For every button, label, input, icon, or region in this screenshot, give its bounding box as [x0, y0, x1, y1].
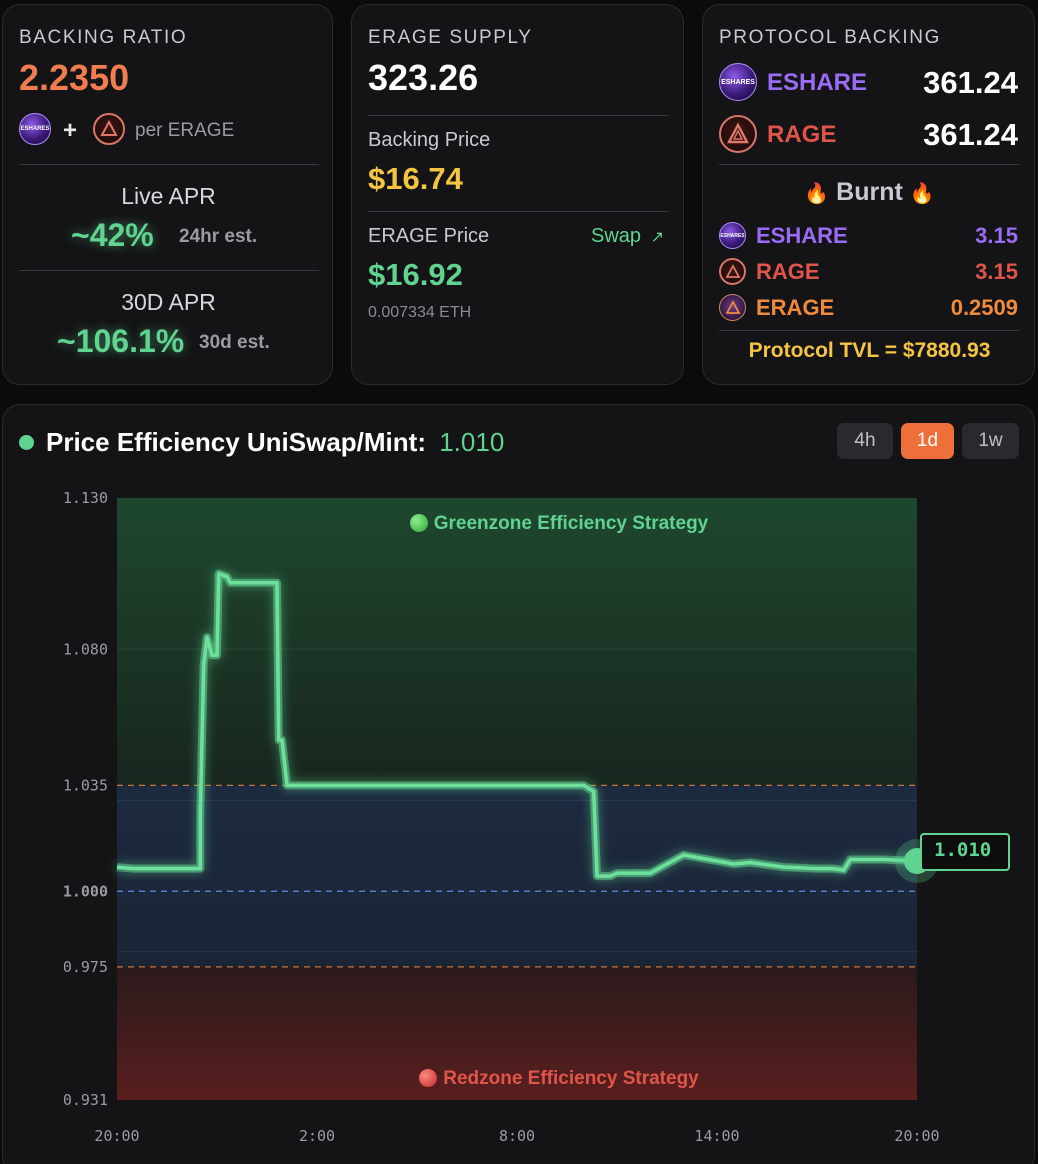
backing-price-label: Backing Price	[368, 129, 491, 151]
rage-icon	[719, 258, 746, 285]
backing-ratio-title: BACKING RATIO	[19, 27, 188, 48]
burnt-rage-amount: 3.15	[975, 259, 1018, 284]
holding-eshare-label: ESHARE	[767, 69, 868, 96]
erage-price-value: $16.92	[368, 257, 463, 292]
chart-title-value: 1.010	[439, 427, 505, 457]
plus-sign: +	[63, 117, 78, 144]
red-circle-icon	[419, 1069, 438, 1087]
erage-supply-value: 323.26	[368, 57, 479, 98]
redzone-label: Redzone Efficiency Strategy	[0, 1068, 1038, 1090]
protocol-tvl: Protocol TVL = $7880.93	[748, 339, 991, 362]
chart-title: Price Efficiency UniSwap/Mint: 1.010	[46, 427, 504, 458]
burnt-rage-label: RAGE	[756, 259, 820, 284]
status-dot-icon	[19, 435, 34, 450]
live-apr-value: ~42%	[71, 217, 154, 253]
timeframe-4h-button[interactable]: 4h	[837, 423, 893, 459]
burnt-erage-amount: 0.2509	[950, 295, 1018, 320]
holding-rage-label: RAGE	[767, 121, 837, 148]
erage-price-eth: 0.007334 ETH	[368, 304, 472, 321]
live-apr-title: Live APR	[121, 183, 216, 209]
holding-eshare-amount: 361.24	[923, 65, 1018, 100]
fire-icon: 🔥	[804, 183, 830, 205]
green-circle-icon	[409, 514, 428, 532]
burnt-heading: 🔥 Burnt 🔥	[703, 178, 1036, 207]
burnt-erage-label: ERAGE	[756, 295, 835, 320]
backing-ratio-value: 2.2350	[19, 57, 130, 98]
burnt-eshare-amount: 3.15	[975, 223, 1018, 248]
arrow-up-right-icon: ↗	[650, 229, 664, 246]
timeframe-1d-button[interactable]: 1d	[901, 423, 954, 459]
eshare-icon: ESHARES	[719, 63, 757, 101]
live-apr-note: 24hr est.	[179, 226, 258, 247]
apr30-note: 30d est.	[199, 332, 270, 353]
erage-supply-card: ERAGE SUPPLY 323.26 Backing Price $16.74…	[351, 4, 684, 385]
protocol-backing-title: PROTOCOL BACKING	[719, 27, 941, 48]
eshare-icon: ESHARES	[719, 222, 746, 249]
eshare-icon: ESHARES	[19, 113, 51, 145]
protocol-backing-card: PROTOCOL BACKING ESHARES ESHARE 361.24 R…	[702, 4, 1035, 385]
chart-title-label: Price Efficiency UniSwap/Mint:	[46, 427, 426, 457]
rage-icon	[93, 113, 125, 145]
timeframe-1w-button[interactable]: 1w	[962, 423, 1019, 459]
holding-rage-amount: 361.24	[923, 117, 1018, 152]
burnt-eshare-label: ESHARE	[756, 223, 848, 248]
erage-icon	[719, 294, 746, 321]
erage-price-label: ERAGE Price	[368, 225, 490, 247]
greenzone-label: Greenzone Efficiency Strategy	[0, 513, 1038, 535]
per-erage-label: per ERAGE	[135, 120, 235, 141]
backing-ratio-card: BACKING RATIO 2.2350 ESHARES + per ERAGE…	[2, 4, 333, 385]
rage-icon	[719, 115, 757, 153]
apr30-value: ~106.1%	[57, 323, 185, 359]
burnt-label: Burnt	[836, 178, 903, 206]
swap-link[interactable]: Swap ↗	[591, 225, 664, 248]
fire-icon: 🔥	[909, 183, 935, 205]
erage-supply-title: ERAGE SUPPLY	[368, 27, 533, 48]
backing-price-value: $16.74	[368, 161, 463, 196]
current-value-label: 1.010	[920, 833, 1010, 871]
swap-label: Swap	[591, 225, 642, 247]
apr30-title: 30D APR	[121, 289, 216, 315]
